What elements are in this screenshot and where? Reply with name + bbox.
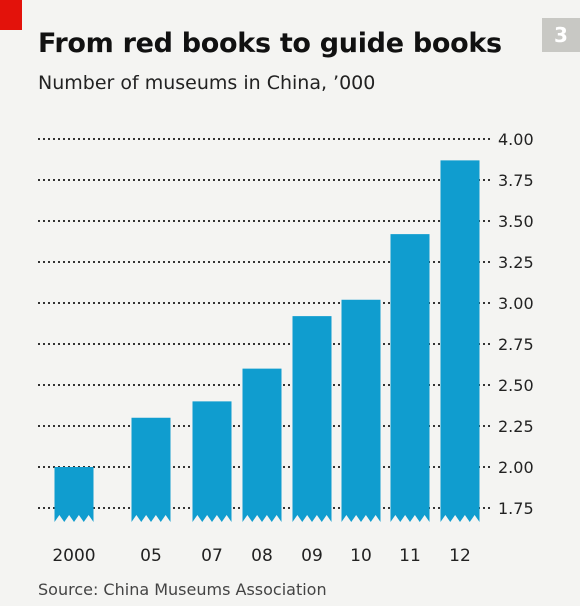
x-category-label: 09 xyxy=(301,546,323,566)
x-axis-labels: 2000 05 07 08 09 10 11 12 xyxy=(52,546,470,566)
y-tick-label: 3.50 xyxy=(498,212,534,231)
x-category-label: 2000 xyxy=(52,546,95,566)
chart-number-badge: 3 xyxy=(542,18,580,52)
y-tick-label: 1.75 xyxy=(498,499,534,518)
y-tick-label: 2.50 xyxy=(498,376,534,395)
bar xyxy=(341,299,381,522)
x-category-label: 11 xyxy=(399,546,421,566)
bar xyxy=(242,368,282,522)
y-tick-label: 2.75 xyxy=(498,335,534,354)
x-category-label: 12 xyxy=(449,546,471,566)
chart-subtitle: Number of museums in China, ’000 xyxy=(38,72,376,94)
chart-title: From red books to guide books xyxy=(38,28,502,59)
y-axis-ticks: 4.00 3.75 3.50 3.25 3.00 2.75 2.50 2.25 2.00 1.75 xyxy=(498,130,534,518)
y-tick-label: 3.75 xyxy=(498,171,534,190)
y-tick-label: 2.25 xyxy=(498,417,534,436)
x-category-label: 05 xyxy=(140,546,162,566)
bar xyxy=(292,316,332,522)
bar xyxy=(192,401,232,522)
y-tick-label: 2.00 xyxy=(498,458,534,477)
bar xyxy=(54,467,94,522)
y-tick-label: 3.25 xyxy=(498,253,534,272)
x-category-label: 08 xyxy=(251,546,273,566)
x-category-label: 07 xyxy=(201,546,223,566)
source-note: Source: China Museums Association xyxy=(38,580,327,599)
bar xyxy=(131,417,171,522)
y-tick-label: 3.00 xyxy=(498,294,534,313)
bar xyxy=(440,160,480,522)
x-category-label: 10 xyxy=(350,546,372,566)
brand-accent-tab xyxy=(0,0,22,30)
bar xyxy=(390,234,430,522)
bars xyxy=(54,160,480,522)
y-tick-label: 4.00 xyxy=(498,130,534,149)
